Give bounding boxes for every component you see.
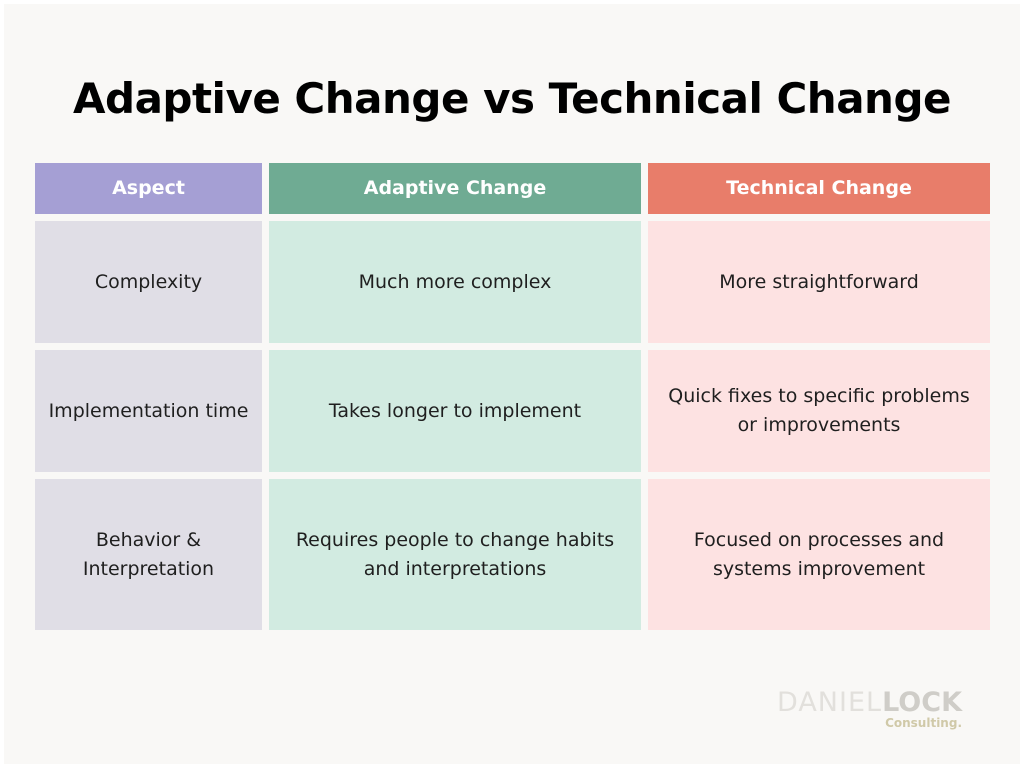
aspect-cell: Implementation time — [35, 350, 262, 472]
adaptive-cell: Requires people to change habits and int… — [269, 479, 641, 630]
technical-cell: Focused on processes and systems improve… — [648, 479, 990, 630]
adaptive-cell: Takes longer to implement — [269, 350, 641, 472]
aspect-cell: Behavior & Interpretation — [35, 479, 262, 630]
header-adaptive-change: Adaptive Change — [269, 163, 641, 214]
header-aspect: Aspect — [35, 163, 262, 214]
header-technical-change: Technical Change — [648, 163, 990, 214]
page-title: Adaptive Change vs Technical Change — [73, 74, 952, 123]
logo-text-bold: LOCK — [882, 687, 962, 718]
adaptive-cell: Much more complex — [269, 221, 641, 343]
logo-text-light: DANIEL — [777, 687, 883, 718]
technical-cell: Quick fixes to specific problems or impr… — [648, 350, 990, 472]
technical-cell: More straightforward — [648, 221, 990, 343]
logo-subtitle: Consulting. — [885, 716, 962, 730]
company-logo: DANIELLOCK Consulting. — [777, 687, 980, 732]
aspect-cell: Complexity — [35, 221, 262, 343]
slide: Adaptive Change vs Technical Change Aspe… — [4, 4, 1020, 764]
